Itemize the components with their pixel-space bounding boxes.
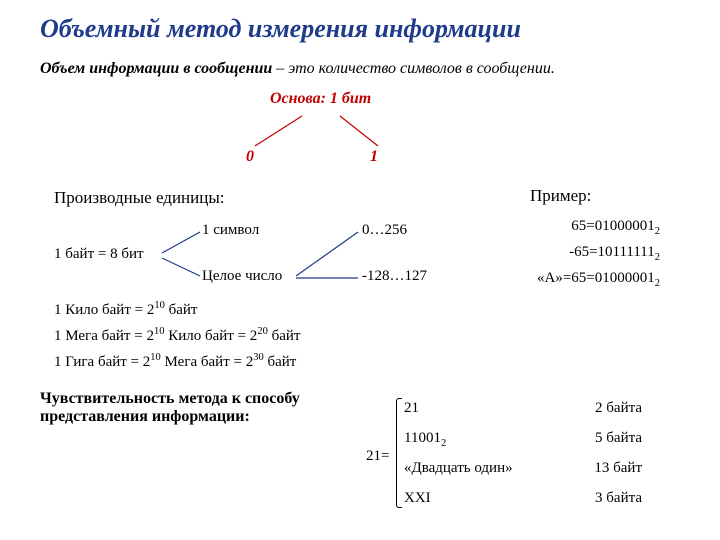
example-2: -65=101111112 <box>569 244 660 263</box>
mega-post: байт <box>268 328 301 344</box>
mega-line: 1 Мега байт = 210 Кило байт = 220 байт <box>54 326 300 345</box>
branch-integer: Целое число <box>202 268 282 285</box>
size-row-2: 13 байт <box>578 460 642 477</box>
repr-row-1-val: 11001 <box>404 430 441 446</box>
basis-zero: 0 <box>246 148 254 166</box>
subtitle: Объем информации в сообщении – это колич… <box>40 60 555 78</box>
basis-label: Основа: 1 бит <box>270 90 371 108</box>
kilo-line: 1 Кило байт = 210 байт <box>54 300 197 319</box>
giga-sup1: 10 <box>150 352 161 363</box>
sensitivity-header: Чувствительность метода к способу предст… <box>40 390 360 426</box>
repr-row-1: 110012 <box>404 430 446 449</box>
derived-units-header: Производные единицы: <box>54 188 224 208</box>
repr-row-1-sub: 2 <box>441 438 446 449</box>
page-title: Объемный метод измерения информации <box>40 14 521 44</box>
giga-line: 1 Гига байт = 210 Мега байт = 230 байт <box>54 352 296 371</box>
example-1-pre: 65=01000001 <box>571 218 654 234</box>
giga-sup2: 30 <box>253 352 264 363</box>
example-2-sub: 2 <box>655 252 660 263</box>
size-row-3: 3 байта <box>578 490 642 507</box>
mega-mid: Кило байт = 2 <box>164 328 257 344</box>
giga-post: байт <box>264 354 297 370</box>
example-header: Пример: <box>530 186 591 206</box>
branch-symbol: 1 символ <box>202 222 259 239</box>
range-signed: -128…127 <box>362 268 427 285</box>
example-3-sub: 2 <box>655 278 660 289</box>
range-unsigned: 0…256 <box>362 222 407 239</box>
twentyone-lhs: 21= <box>366 448 389 465</box>
example-3-pre: «A»=65=01000001 <box>537 270 655 286</box>
example-2-pre: -65=10111111 <box>569 244 655 260</box>
kilo-pre: 1 Кило байт = 2 <box>54 302 154 318</box>
subtitle-tail: – это количество символов в сообщении. <box>272 60 555 77</box>
brace-icon <box>396 398 402 508</box>
repr-row-0: 21 <box>404 400 419 417</box>
example-1: 65=010000012 <box>571 218 660 237</box>
size-row-0: 2 байта <box>578 400 642 417</box>
repr-row-2: «Двадцать один» <box>404 460 513 477</box>
giga-mid: Мега байт = 2 <box>161 354 253 370</box>
mega-sup2: 20 <box>257 326 268 337</box>
mega-pre1: 1 Мега байт = 2 <box>54 328 154 344</box>
example-3: «A»=65=010000012 <box>537 270 660 289</box>
mega-sup1: 10 <box>154 326 165 337</box>
kilo-post: байт <box>165 302 198 318</box>
kilo-sup: 10 <box>154 300 165 311</box>
repr-row-3: XXI <box>404 490 431 507</box>
example-1-sub: 2 <box>655 226 660 237</box>
byte-equation: 1 байт = 8 бит <box>54 246 144 263</box>
basis-one: 1 <box>370 148 378 166</box>
subtitle-lead: Объем информации в сообщении <box>40 60 272 77</box>
size-row-1: 5 байта <box>578 430 642 447</box>
giga-pre1: 1 Гига байт = 2 <box>54 354 150 370</box>
